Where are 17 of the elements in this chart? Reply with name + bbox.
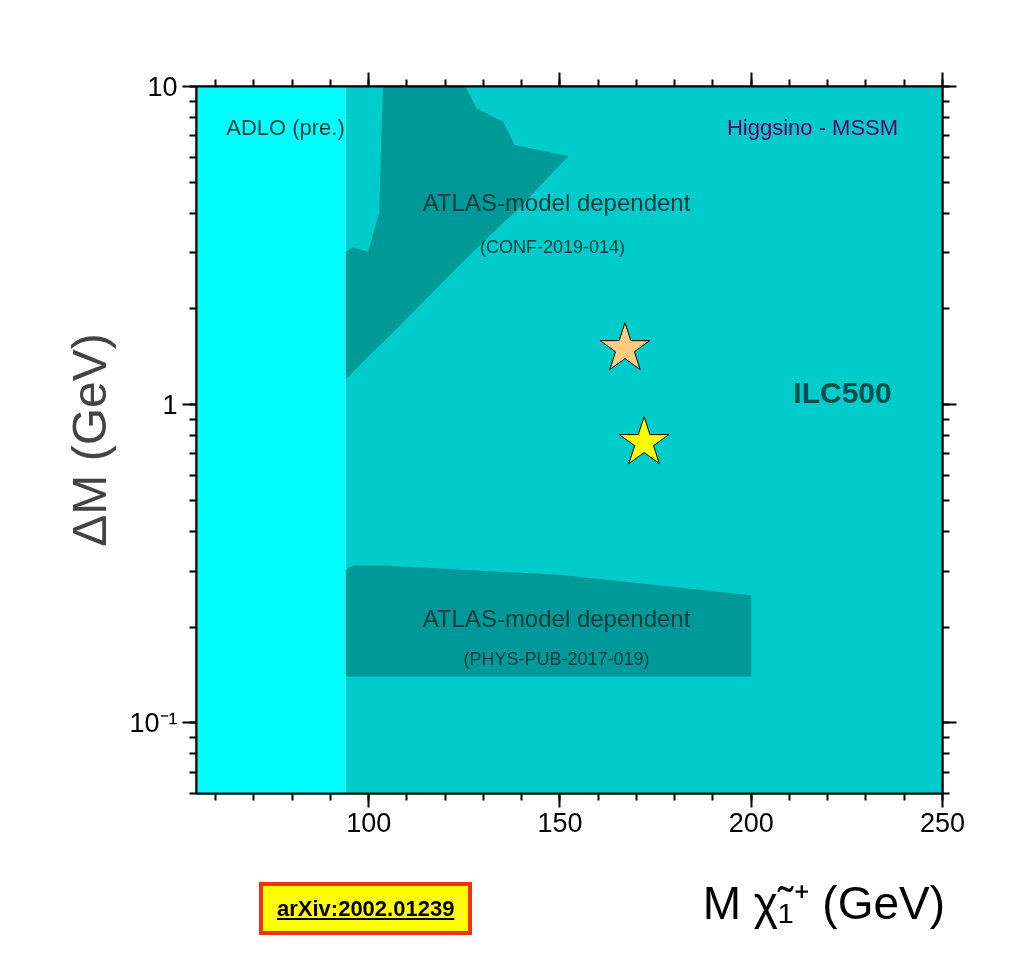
x-tick-label: 200 <box>728 807 774 838</box>
annotation: ATLAS-model dependent <box>422 189 691 216</box>
x-axis-title: M χ̃₁⁺ (GeV) <box>702 876 945 931</box>
annotation: Higgsino - MSSM <box>726 115 899 140</box>
text: arXiv:2002.01239 <box>259 882 473 935</box>
x-tick-label: 100 <box>346 807 392 838</box>
annotation: ADLO (pre.) <box>226 115 345 140</box>
x-tick-label: 250 <box>919 807 966 838</box>
y-axis-title: ΔM (GeV) <box>63 333 117 547</box>
annotation: (PHYS-PUB-2017-019) <box>463 648 650 669</box>
x-tick-label: 150 <box>537 807 583 838</box>
annotation: (CONF-2019-014) <box>479 236 626 257</box>
y-tick-label: 1 <box>162 389 178 420</box>
y-tick-label: 10⁻¹ <box>129 707 178 738</box>
annotation: ATLAS-model dependent <box>422 605 691 632</box>
annotation: ILC500 <box>793 376 892 409</box>
y-tick-label: 10 <box>147 71 178 102</box>
